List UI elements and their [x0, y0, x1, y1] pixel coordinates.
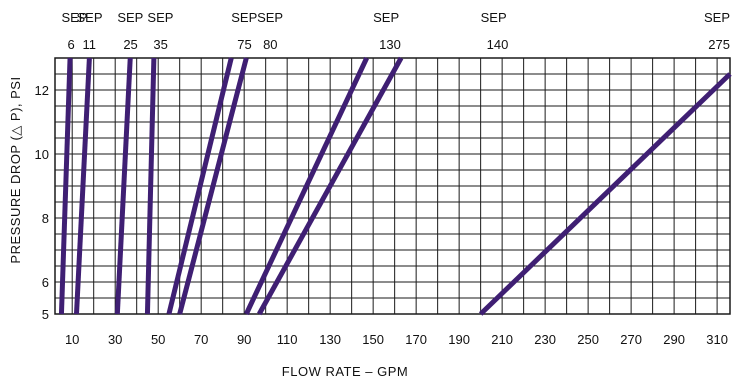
series-lines [58, 56, 732, 316]
series-label-prefix: SEP [147, 10, 173, 25]
x-tick-label: 10 [65, 332, 79, 347]
series-line-sep-6 [58, 57, 73, 315]
series-label-model: 25 [123, 37, 137, 52]
x-tick-label: 290 [663, 332, 685, 347]
series-line-sep-275 [478, 72, 732, 316]
x-tick-label: 130 [319, 332, 341, 347]
x-tick-label: 170 [405, 332, 427, 347]
series-label-model: 6 [67, 37, 74, 52]
series-line-sep-130 [244, 56, 369, 316]
series-line-sep-75 [166, 57, 234, 315]
series-label-model: 130 [379, 37, 401, 52]
x-tick-label: 90 [237, 332, 251, 347]
x-tick-label: 190 [448, 332, 470, 347]
y-tick-label: 6 [42, 275, 49, 290]
plot-frame [54, 57, 731, 315]
series-label-model: 275 [708, 37, 730, 52]
x-tick-label: 110 [277, 332, 298, 347]
x-tick-label: 250 [577, 332, 599, 347]
series-label-prefix: SEP [61, 10, 87, 25]
series-line-sep-80 [177, 57, 249, 315]
series-label-prefix: SEP [117, 10, 143, 25]
x-axis-title: FLOW RATE – GPM [282, 364, 408, 379]
x-tick-label: 210 [491, 332, 513, 347]
series-line-sep-25 [114, 57, 133, 315]
series-label-model: 11 [82, 37, 96, 52]
series-label-prefix: SEP [257, 10, 283, 25]
series-label-model: 35 [153, 37, 167, 52]
tick-labels: 10 30 50 70 90 110 130 150 170 190 210 230 250 270 290… [35, 83, 728, 347]
x-tick-label: 50 [151, 332, 165, 347]
y-axis-title: PRESSURE DROP (△ P), PSI [8, 76, 23, 263]
y-tick-label: 5 [42, 307, 49, 322]
series-label-prefix: SEP [231, 10, 257, 25]
series-line-sep-140 [257, 56, 404, 316]
x-tick-label: 30 [108, 332, 122, 347]
x-tick-label: 230 [534, 332, 556, 347]
series-label-prefix: SEP [373, 10, 399, 25]
y-tick-label: 8 [42, 211, 49, 226]
series-label-prefix: SEP [704, 10, 730, 25]
x-tick-label: 70 [194, 332, 208, 347]
y-tick-label: 10 [35, 147, 49, 162]
x-tick-label: 270 [620, 332, 642, 347]
series-label-prefix: SEP [76, 10, 102, 25]
y-tick-label: 12 [35, 83, 49, 98]
series-label-prefix: SEP [481, 10, 507, 25]
series-line-sep-35 [144, 57, 157, 315]
series-label-model: 140 [487, 37, 509, 52]
x-tick-label: 150 [362, 332, 384, 347]
series-label-model: 80 [263, 37, 277, 52]
series-line-sep-11 [73, 57, 92, 315]
x-tick-label: 310 [706, 332, 728, 347]
grid [54, 57, 731, 315]
series-label-model: 75 [237, 37, 251, 52]
series-labels: SEP6SEP11SEP25SEP35SEP75SEP80SEP130SEP14… [61, 10, 730, 52]
